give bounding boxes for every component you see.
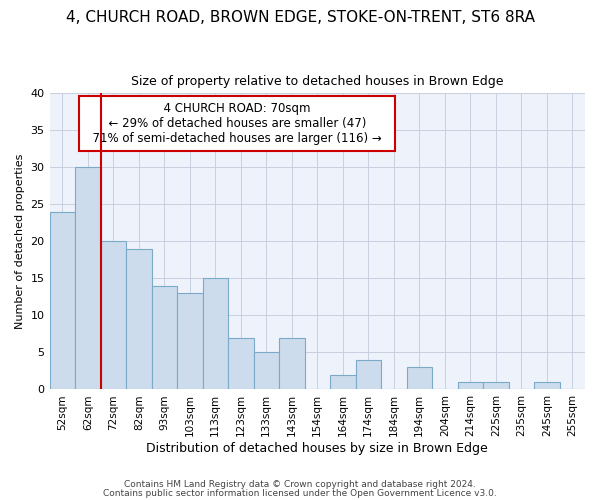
Bar bbox=[126, 249, 152, 390]
Bar bbox=[483, 382, 509, 390]
X-axis label: Distribution of detached houses by size in Brown Edge: Distribution of detached houses by size … bbox=[146, 442, 488, 455]
Bar bbox=[50, 212, 75, 390]
Text: 4, CHURCH ROAD, BROWN EDGE, STOKE-ON-TRENT, ST6 8RA: 4, CHURCH ROAD, BROWN EDGE, STOKE-ON-TRE… bbox=[65, 10, 535, 25]
Bar bbox=[152, 286, 177, 390]
Bar bbox=[407, 367, 432, 390]
Text: Contains public sector information licensed under the Open Government Licence v3: Contains public sector information licen… bbox=[103, 488, 497, 498]
Text: Contains HM Land Registry data © Crown copyright and database right 2024.: Contains HM Land Registry data © Crown c… bbox=[124, 480, 476, 489]
Bar bbox=[177, 293, 203, 390]
Bar bbox=[203, 278, 228, 390]
Bar bbox=[279, 338, 305, 390]
Bar bbox=[101, 242, 126, 390]
Bar bbox=[534, 382, 560, 390]
Bar bbox=[356, 360, 381, 390]
Bar bbox=[458, 382, 483, 390]
Bar bbox=[228, 338, 254, 390]
Text: 4 CHURCH ROAD: 70sqm  
  ← 29% of detached houses are smaller (47)  
  71% of se: 4 CHURCH ROAD: 70sqm ← 29% of detached h… bbox=[85, 102, 389, 145]
Title: Size of property relative to detached houses in Brown Edge: Size of property relative to detached ho… bbox=[131, 75, 503, 88]
Y-axis label: Number of detached properties: Number of detached properties bbox=[15, 154, 25, 329]
Bar bbox=[254, 352, 279, 390]
Bar bbox=[330, 374, 356, 390]
Bar bbox=[75, 168, 101, 390]
